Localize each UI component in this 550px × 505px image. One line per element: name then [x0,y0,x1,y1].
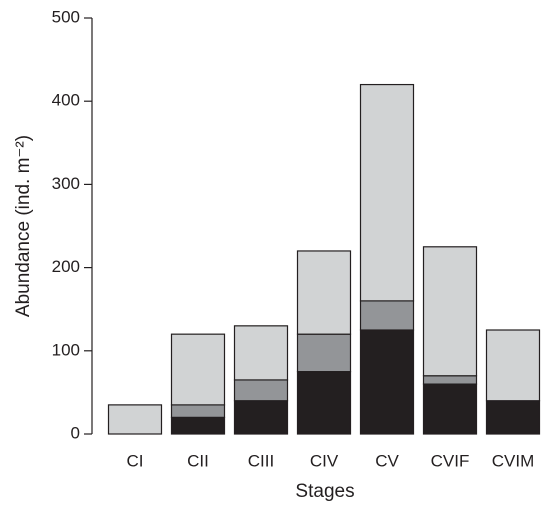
bar-segment [422,375,478,385]
y-tick-label: 500 [52,7,80,26]
bar-segment [296,371,352,435]
y-tick-label: 0 [71,423,80,442]
y-tick-label: 200 [52,257,80,276]
bar-segment [233,325,289,381]
x-tick-label: CVIF [431,451,470,470]
x-tick-label: CIII [248,451,274,470]
bar-segment [296,250,352,335]
bar-segment [170,404,226,418]
y-tick-label: 100 [52,340,80,359]
x-axis-label: Stages [295,481,354,502]
bar-segment [422,246,478,377]
bar-segment [296,333,352,373]
x-tick-label: CV [375,451,399,470]
x-tick-label: CII [187,451,209,470]
bar-segment [170,333,226,406]
x-tick-label: CVIM [492,451,535,470]
bar-segment [233,400,289,435]
bar-segment [485,329,541,402]
bar-segment [233,379,289,402]
bar-segment [359,329,415,435]
bar-segment [359,300,415,331]
y-axis-label: Abundance (ind. m⁻²) [13,135,34,317]
bar-segment [359,83,415,302]
x-tick-label: CI [127,451,144,470]
bar-segment [485,400,541,435]
y-tick-label: 300 [52,174,80,193]
bar-segment [422,383,478,435]
bar-segment [170,416,226,435]
x-tick-label: CIV [310,451,339,470]
y-tick-label: 400 [52,91,80,110]
bar-segment [107,404,163,435]
